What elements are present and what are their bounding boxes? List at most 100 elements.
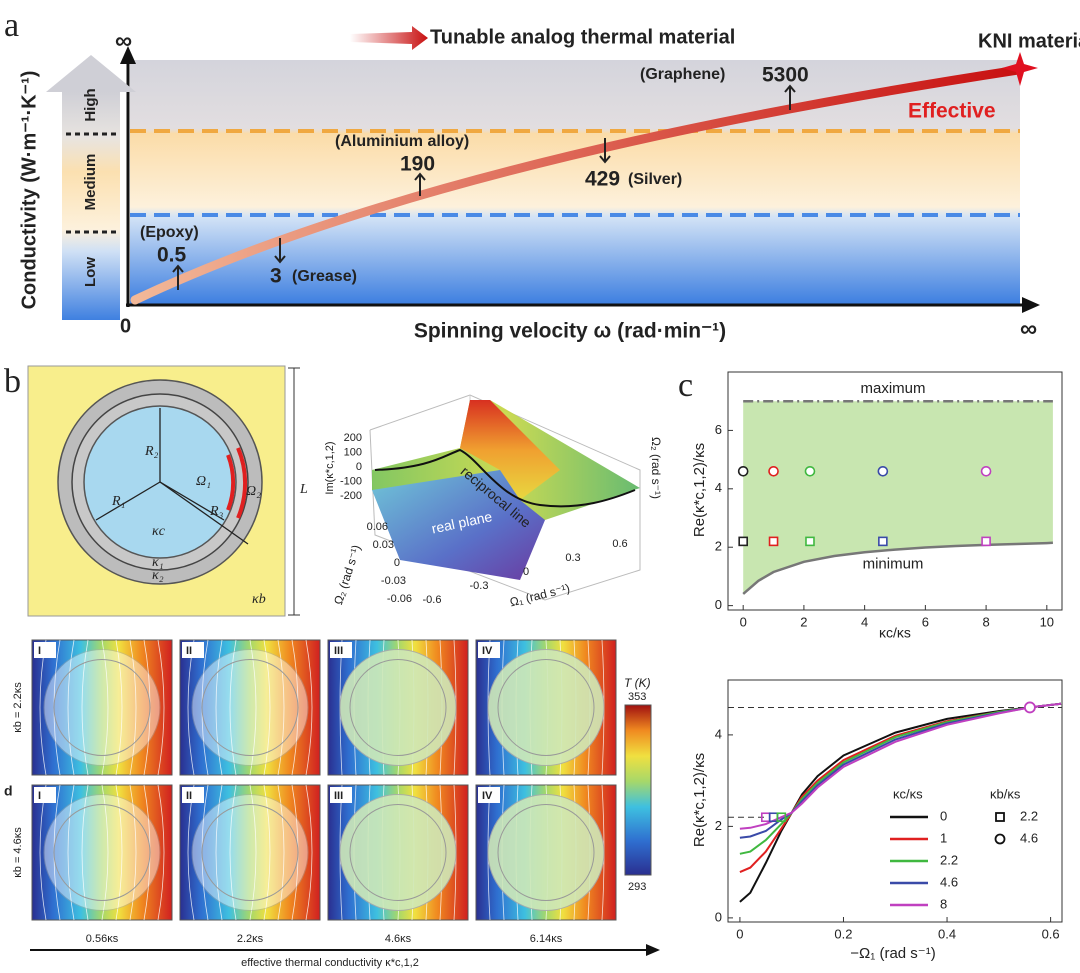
decoration (263, 784, 271, 921)
x-tick-label: -0.3 (470, 580, 489, 592)
y-tick-label: 0 (715, 909, 722, 924)
point (737, 465, 749, 477)
column-label: III (334, 645, 343, 657)
marker (776, 812, 787, 823)
z-tick-label: -100 (340, 475, 362, 487)
material-value: 429 (585, 168, 620, 191)
decoration (263, 639, 271, 776)
decoration (478, 642, 500, 658)
x-tick-label: 0.6 (1042, 926, 1060, 941)
point (980, 465, 992, 477)
decoration (67, 784, 75, 921)
decoration (81, 639, 89, 776)
y-tick-label: 6 (715, 422, 722, 437)
x-axis-label: Ω₁ (rad s⁻¹) (508, 581, 571, 609)
y-tick-label: 4 (715, 480, 722, 495)
decoration (43, 794, 161, 911)
decoration (478, 787, 500, 803)
decoration (624, 704, 652, 876)
x-tick-label: 6 (922, 614, 929, 629)
decoration (159, 481, 225, 521)
decoration (34, 642, 56, 658)
annotation: KNI material (978, 30, 1080, 52)
decoration (115, 639, 123, 776)
column-label: IV (482, 645, 493, 657)
decoration (236, 447, 248, 519)
decoration (46, 55, 136, 92)
decoration (414, 172, 426, 181)
column-label: I (38, 645, 41, 657)
legend-title: κb/κs (990, 786, 1021, 801)
schematic-label: Ω₁ (196, 474, 211, 489)
z-axis-label: Im(κ*c,1,2) (324, 441, 336, 494)
x-tick-label: 0 (523, 566, 529, 578)
legend-label: 2.2 (940, 852, 958, 867)
z-tick-label: 200 (344, 432, 362, 444)
area (743, 401, 1053, 594)
material-value: 5300 (762, 64, 809, 87)
x-tick-label: 2 (800, 614, 807, 629)
decoration (1002, 52, 1038, 86)
colorbar-tick: 353 (628, 691, 646, 703)
decoration (330, 787, 352, 803)
row-label: κb = 2.2κs (12, 682, 24, 733)
column-label: IV (482, 790, 493, 802)
legend-swatch (995, 812, 1005, 822)
decoration (349, 659, 447, 756)
decoration (120, 46, 136, 64)
y-tick-label: 2 (715, 539, 722, 554)
schematic-label: κ₁ (152, 555, 164, 570)
material-name: (Silver) (628, 171, 682, 188)
decoration (62, 92, 120, 320)
point (981, 536, 991, 547)
legend-label: 4.6 (940, 874, 958, 889)
level-label: High (82, 88, 99, 121)
material-value: 3 (270, 265, 282, 288)
annotation: Effective (908, 100, 996, 123)
material-name: (Graphene) (640, 66, 725, 83)
material-name: (Grease) (292, 268, 357, 285)
point (768, 536, 779, 547)
decoration (1022, 297, 1040, 313)
y-tick-label: -0.03 (381, 575, 406, 587)
decoration (460, 400, 560, 500)
decoration (305, 639, 313, 776)
x-tick-label: -0.6 (423, 594, 442, 606)
panel-label: b (4, 363, 21, 400)
schematic-label: Ω₂ (246, 484, 261, 499)
decoration (182, 642, 204, 658)
decoration (487, 794, 605, 911)
decoration (349, 804, 447, 901)
decoration (339, 649, 457, 766)
decoration (34, 787, 56, 803)
decoration (31, 639, 173, 776)
decoration (43, 649, 161, 766)
decoration (115, 784, 123, 921)
conductivity-label: 2.2κs (237, 933, 264, 945)
decoration (487, 649, 605, 766)
decoration (157, 784, 165, 921)
decoration (277, 784, 285, 921)
marker (1023, 701, 1036, 714)
point (804, 465, 816, 477)
x-axis-label: Spinning velocity ω (rad·min⁻¹) (414, 320, 726, 343)
schematic-label: R₃ (209, 504, 224, 519)
x-tick-label: 10 (1040, 614, 1054, 629)
decoration (497, 659, 595, 756)
decoration (599, 155, 611, 164)
decoration (646, 944, 660, 956)
decoration (53, 659, 151, 756)
colorbar-tick: 293 (628, 881, 646, 893)
decoration (129, 639, 137, 776)
y-tick-label: 0.03 (373, 539, 394, 551)
decoration (274, 255, 286, 264)
conductivity-label: 4.6κs (385, 933, 412, 945)
z-tick-label: 0 (356, 461, 362, 473)
y-tick-label: 0.06 (367, 521, 388, 533)
panel-label: a (4, 7, 19, 44)
y-tick-label: 0 (394, 557, 400, 569)
decoration (159, 481, 249, 545)
legend-label: 1 (940, 830, 947, 845)
y-axis-label: Re(κ*c,1,2)/κs (691, 443, 708, 537)
y-axis-label: Re(κ*c,1,2)/κs (691, 753, 708, 847)
